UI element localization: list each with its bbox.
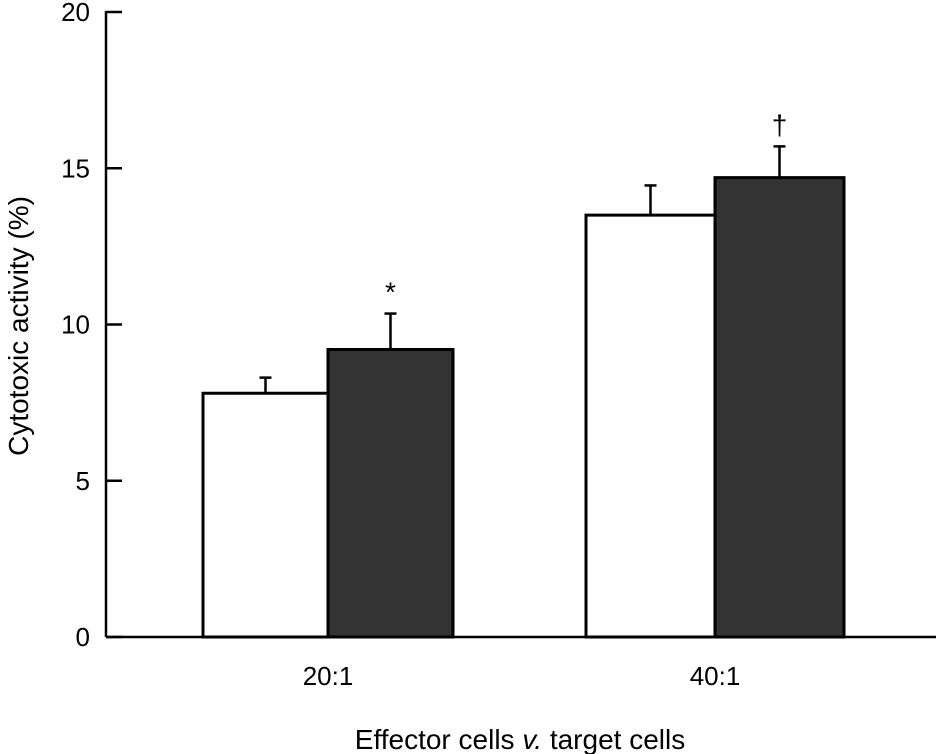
bar-40-1-series-1 <box>584 213 717 639</box>
x-axis-title: Effector cells v. target cells <box>355 724 685 754</box>
y-tick-label: 10 <box>61 310 90 340</box>
bar-20-1-series-2 <box>326 348 455 639</box>
y-axis: 0 5 10 15 20 <box>61 0 122 652</box>
significance-marker: † <box>772 109 788 140</box>
bar-20-1-series-1 <box>201 391 330 639</box>
y-tick-label: 20 <box>61 0 90 27</box>
y-tick-label: 0 <box>76 622 90 652</box>
x-axis-title-part-3: target cells <box>542 724 685 754</box>
y-axis-title: Cytotoxic activity (%) <box>3 196 34 456</box>
significance-marker: * <box>385 277 396 308</box>
y-tick-label: 15 <box>61 153 90 183</box>
bars <box>201 176 846 639</box>
x-tick-label: 40:1 <box>690 661 741 691</box>
y-tick-label: 5 <box>76 466 90 496</box>
error-bars <box>259 145 786 394</box>
x-tick-label: 20:1 <box>303 661 354 691</box>
bar-40-1-series-2 <box>713 176 846 639</box>
annotations: *† <box>385 109 787 307</box>
x-axis-title-part-2: v. <box>522 724 542 754</box>
x-axis-title-part-1: Effector cells <box>355 724 523 754</box>
x-axis: 20:1 40:1 <box>106 635 936 691</box>
